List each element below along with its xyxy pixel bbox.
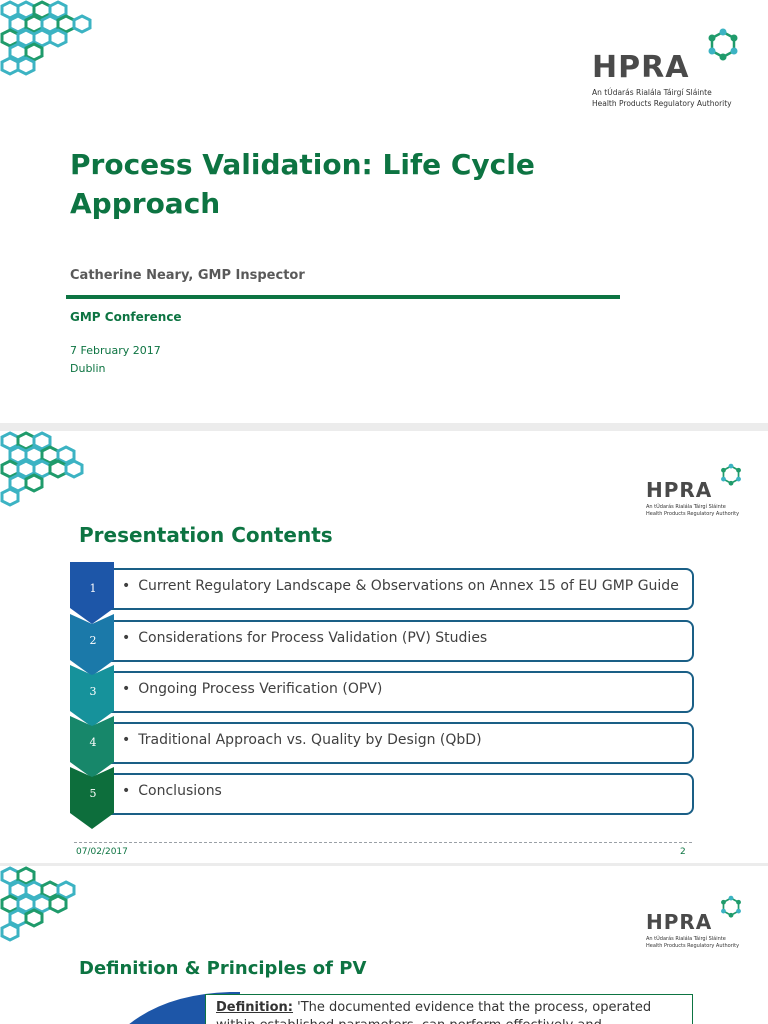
- contents-item: 1 • Current Regulatory Landscape & Observ…: [70, 562, 694, 624]
- definition-text: 'The documented evidence that the proces…: [216, 1000, 652, 1024]
- footer-date: 07/02/2017: [76, 847, 128, 857]
- section-title: Presentation Contents: [79, 523, 333, 547]
- hex-pattern-icon: [0, 0, 92, 76]
- hex-pattern-icon: [0, 866, 76, 942]
- item-text: • Current Regulatory Landscape & Observat…: [122, 578, 679, 594]
- hpra-molecule-icon: [721, 463, 741, 486]
- logo-sub-english: Health Products Regulatory Authority: [646, 943, 740, 949]
- author: Catherine Neary, GMP Inspector: [70, 268, 305, 283]
- chevron-icon: [70, 665, 114, 727]
- definition-box: Definition: 'The documented evidence tha…: [205, 994, 693, 1024]
- item-text: • Ongoing Process Verification (OPV): [122, 681, 383, 697]
- hex-pattern-icon: [0, 431, 84, 507]
- slide-gap: [0, 423, 768, 431]
- item-number: 2: [89, 634, 97, 647]
- definition-slide: HPRA An tÚdarás Rialála Táirgí Sláinte H…: [0, 866, 768, 1024]
- hpra-molecule-icon: [708, 28, 738, 61]
- page-title: Process Validation: Life Cycle Approach: [70, 148, 535, 220]
- contents-item: 3 • Ongoing Process Verification (OPV): [70, 665, 694, 727]
- city: Dublin: [70, 362, 106, 375]
- item-box: [100, 722, 694, 764]
- logo-word: HPRA: [592, 50, 690, 85]
- contents-slide: HPRA An tÚdarás Rialála Táirgí Sláinte H…: [0, 431, 768, 863]
- conference-name: GMP Conference: [70, 310, 182, 324]
- title-slide: HPRA An tÚdarás Rialála Táirgí Sláinte H…: [0, 0, 768, 423]
- item-number: 1: [89, 582, 97, 595]
- item-box: [100, 620, 694, 662]
- logo-word: HPRA: [646, 910, 713, 934]
- divider: [66, 295, 620, 299]
- logo-sub-english: Health Products Regulatory Authority: [592, 99, 732, 108]
- item-number: 4: [89, 736, 97, 749]
- slide-gap: [0, 863, 768, 866]
- chevron-icon: [70, 767, 114, 829]
- item-text: • Conclusions: [122, 783, 222, 799]
- hpra-molecule-icon: [721, 895, 741, 918]
- contents-item: 2 • Considerations for Process Validation…: [70, 614, 694, 676]
- item-box: [100, 671, 694, 713]
- section-title: Definition & Principles of PV: [79, 958, 367, 979]
- definition-label: Definition:: [216, 1000, 294, 1015]
- item-box: [100, 568, 694, 610]
- footer-divider: [74, 842, 692, 843]
- chevron-icon: [70, 614, 114, 676]
- date: 7 February 2017: [70, 344, 161, 357]
- item-number: 5: [89, 787, 97, 800]
- item-box: [100, 773, 694, 815]
- contents-item: 5 • Conclusions: [70, 767, 694, 829]
- item-number: 3: [89, 685, 97, 698]
- contents-item: 4 • Traditional Approach vs. Quality by D…: [70, 716, 694, 778]
- logo-sub-english: Health Products Regulatory Authority: [646, 511, 740, 517]
- item-text: • Considerations for Process Validation (…: [122, 630, 488, 646]
- logo-sub-irish: An tÚdarás Rialála Táirgí Sláinte: [646, 504, 726, 510]
- logo-sub-irish: An tÚdarás Rialála Táirgí Sláinte: [646, 936, 726, 942]
- page-number: 2: [680, 847, 686, 857]
- chevron-icon: [70, 716, 114, 778]
- logo-sub-irish: An tÚdarás Rialála Táirgí Sláinte: [592, 88, 712, 97]
- chevron-icon: [70, 562, 114, 624]
- logo-word: HPRA: [646, 478, 713, 502]
- item-text: • Traditional Approach vs. Quality by Des…: [122, 732, 482, 748]
